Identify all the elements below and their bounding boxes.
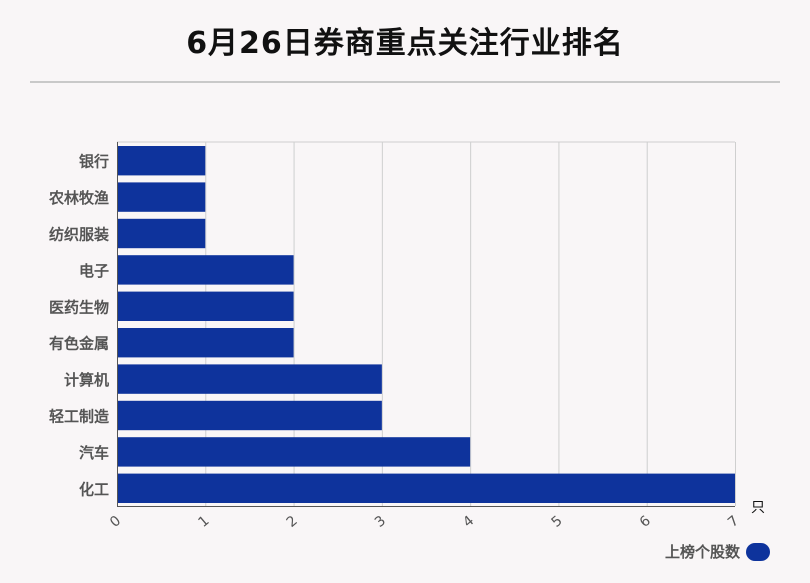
x-tick-label: 7	[725, 513, 742, 531]
category-label: 轻工制造	[49, 408, 109, 426]
x-tick-label: 1	[195, 513, 212, 531]
x-tick-label: 0	[107, 513, 124, 531]
bar-9	[117, 437, 471, 467]
legend-swatch[interactable]	[746, 542, 770, 561]
bar-10	[117, 473, 735, 503]
category-label: 有色金属	[49, 335, 109, 353]
category-label: 农林牧渔	[48, 189, 109, 207]
title-divider	[30, 81, 780, 83]
bar-2	[117, 182, 206, 212]
bar-7	[117, 364, 382, 394]
bar-5	[117, 291, 294, 321]
x-tick-label: 6	[637, 513, 654, 531]
bar-1	[117, 146, 206, 176]
x-tick-label: 4	[460, 513, 477, 531]
bar-8	[117, 400, 382, 431]
category-label: 计算机	[64, 371, 109, 389]
chart-title: 6月26日券商重点关注行业排名	[186, 26, 624, 61]
legend-label: 上榜个股数	[664, 543, 740, 561]
category-label: 纺织服装	[49, 226, 110, 244]
bar-3	[117, 218, 206, 249]
category-label: 电子	[79, 262, 109, 280]
bar-4	[117, 255, 294, 285]
category-label: 银行	[79, 153, 109, 171]
x-unit-label: 只	[751, 500, 765, 516]
x-tick-label: 5	[549, 513, 566, 531]
category-label: 化工	[79, 480, 109, 498]
category-label: 汽车	[79, 444, 109, 462]
bar-6	[117, 328, 294, 358]
legend[interactable]: 上榜个股数	[665, 541, 770, 562]
category-label: 医药生物	[49, 298, 109, 316]
x-tick-label: 2	[284, 513, 301, 531]
x-tick-label: 3	[372, 513, 389, 531]
